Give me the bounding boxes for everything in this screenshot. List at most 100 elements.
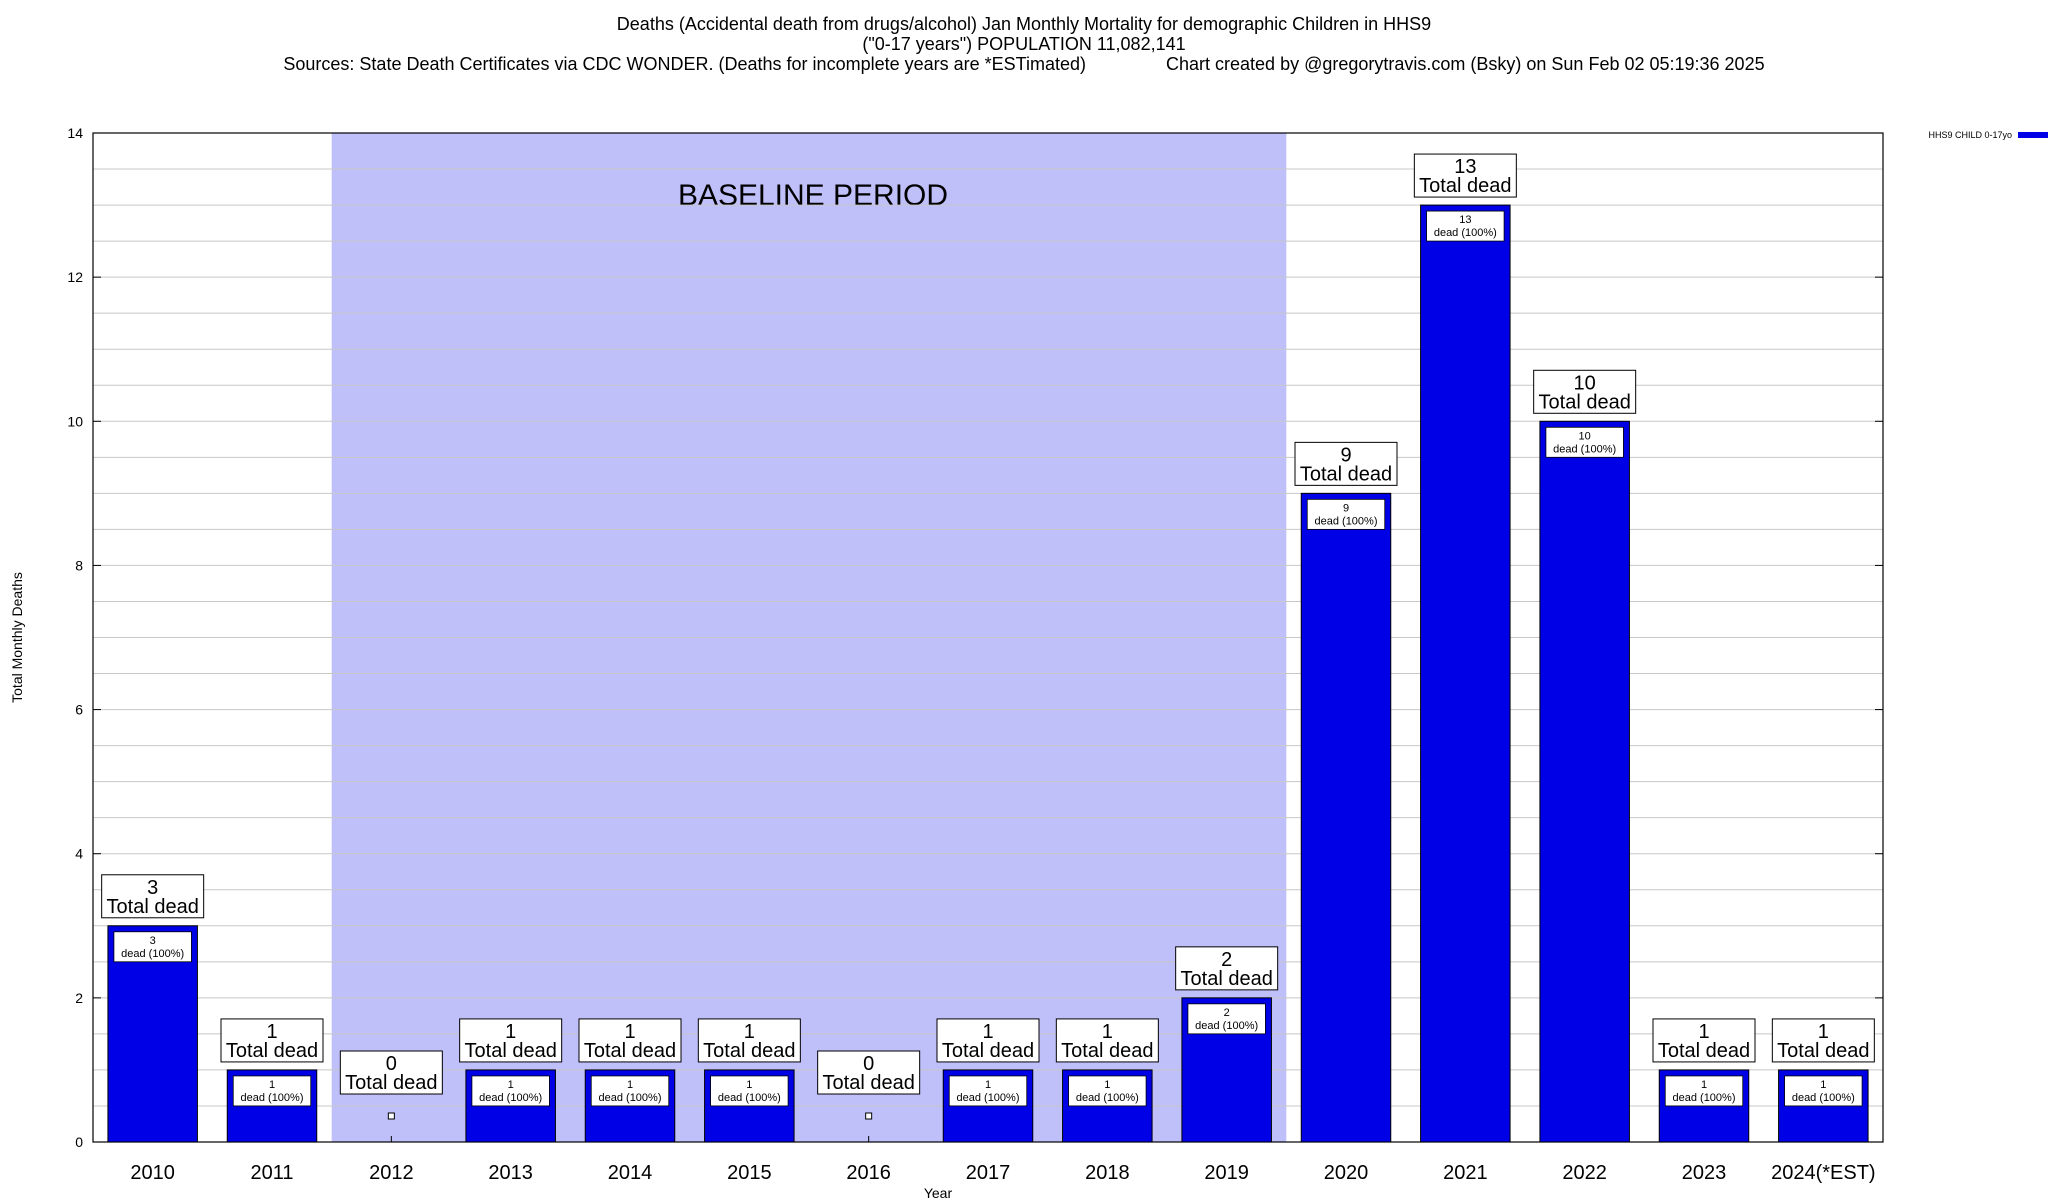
bar-inner-label-box xyxy=(1426,210,1505,242)
bar-total-label-box xyxy=(1055,1018,1159,1063)
bar-total-label-box xyxy=(220,1018,324,1063)
bar-inner-label-box xyxy=(1784,1075,1863,1107)
bar-inner-value: 3 xyxy=(150,935,156,947)
x-tick-label: 2015 xyxy=(727,1162,772,1184)
bar-total-value: 1 xyxy=(982,1021,993,1043)
y-tick-label: 0 xyxy=(75,1134,83,1150)
y-tick-label: 10 xyxy=(67,413,83,429)
bar-total-label: Total dead xyxy=(1061,1040,1153,1062)
bar-inner-label-box xyxy=(113,931,192,963)
bar-total-value: 1 xyxy=(1698,1021,1709,1043)
y-tick-label: 12 xyxy=(67,269,83,285)
bar-total-label-box xyxy=(1533,369,1637,414)
bar-inner-value: 10 xyxy=(1579,430,1591,442)
bar-inner-value: 1 xyxy=(1104,1079,1110,1091)
bar-total-label-box xyxy=(817,1050,921,1095)
y-tick-label: 4 xyxy=(75,846,83,862)
bar-total-label-box xyxy=(459,1018,563,1063)
bar-total-label-box xyxy=(339,1050,443,1095)
bar-total-label-box xyxy=(1175,946,1279,991)
bar-total-label-box xyxy=(936,1018,1040,1063)
y-tick-label: 2 xyxy=(75,990,83,1006)
bar-inner-value: 1 xyxy=(1701,1079,1707,1091)
bar-inner-label: dead (100%) xyxy=(1195,1020,1258,1032)
bar-inner-label-box xyxy=(590,1075,670,1107)
bar xyxy=(1300,492,1392,1143)
bar-inner-value: 13 xyxy=(1459,214,1471,226)
bar-total-label: Total dead xyxy=(703,1040,795,1062)
bar-total-label: Total dead xyxy=(1658,1040,1750,1062)
bar-inner-label-box xyxy=(1545,426,1624,458)
x-axis-title: Year xyxy=(924,1185,953,1200)
chart-header: Deaths (Accidental death from drugs/alco… xyxy=(0,14,2048,74)
chart-title: Deaths (Accidental death from drugs/alco… xyxy=(616,14,1432,34)
bar-inner-label: dead (100%) xyxy=(121,948,184,960)
bar-inner-value: 2 xyxy=(1224,1007,1230,1019)
zero-point-marker xyxy=(387,1112,395,1120)
bar-inner-label-box xyxy=(1187,1003,1266,1035)
bar-total-label-box xyxy=(101,874,205,919)
bar-total-value: 1 xyxy=(1818,1021,1829,1043)
legend-label: HHS9 CHILD 0-17yo xyxy=(1928,130,2012,140)
bar-total-value: 3 xyxy=(147,877,158,899)
bar-total-value: 1 xyxy=(744,1021,755,1043)
bar-total-label-box xyxy=(697,1018,801,1063)
bar-inner-label-box xyxy=(1068,1075,1147,1107)
x-tick-label: 2010 xyxy=(130,1162,175,1184)
x-tick-label: 2016 xyxy=(846,1162,891,1184)
y-tick-label: 14 xyxy=(67,125,83,141)
baseline-period-label: BASELINE PERIOD xyxy=(678,179,948,212)
bar-total-value: 10 xyxy=(1574,372,1596,394)
bar xyxy=(1539,420,1630,1143)
bar-total-label: Total dead xyxy=(107,896,199,918)
bar-total-value: 13 xyxy=(1454,156,1476,178)
bar-total-label: Total dead xyxy=(1300,463,1392,485)
bar-inner-label: dead (100%) xyxy=(1792,1092,1855,1104)
bar-inner-value: 1 xyxy=(1820,1079,1826,1091)
bar-total-label: Total dead xyxy=(1777,1040,1869,1062)
x-tick-label: 2021 xyxy=(1443,1162,1488,1184)
x-tick-label: 2022 xyxy=(1562,1162,1607,1184)
x-tick-label: 2024(*EST) xyxy=(1771,1162,1876,1184)
bar-total-value: 0 xyxy=(386,1053,397,1075)
bar-inner-label-box xyxy=(1664,1075,1744,1107)
bar-inner-value: 1 xyxy=(508,1079,514,1091)
bar-inner-label: dead (100%) xyxy=(1434,227,1497,239)
bar-total-value: 1 xyxy=(624,1021,635,1043)
bar-total-value: 1 xyxy=(1102,1021,1113,1043)
x-tick-label: 2019 xyxy=(1204,1162,1249,1184)
chart-subtitle: ("0-17 years") POPULATION 11,082,141 xyxy=(862,34,1186,54)
bar-total-value: 0 xyxy=(863,1053,874,1075)
bar-total-label: Total dead xyxy=(1539,391,1631,413)
bar-inner-label-box xyxy=(471,1075,550,1107)
bar-total-label: Total dead xyxy=(584,1040,676,1062)
bar-inner-value: 1 xyxy=(746,1079,752,1091)
zero-point-marker xyxy=(865,1112,873,1120)
y-tick-label: 8 xyxy=(75,557,83,573)
bar-inner-label: dead (100%) xyxy=(1673,1092,1736,1104)
x-tick-label: 2020 xyxy=(1324,1162,1369,1184)
bar-inner-value: 1 xyxy=(985,1079,991,1091)
x-tick-label: 2013 xyxy=(488,1162,533,1184)
bar-inner-label-box xyxy=(232,1075,312,1107)
bar-inner-label: dead (100%) xyxy=(957,1092,1020,1104)
bar-total-value: 9 xyxy=(1340,444,1351,466)
bar xyxy=(1420,204,1511,1143)
chart-source-line: Sources: State Death Certificates via CD… xyxy=(283,54,1765,74)
bar-inner-label: dead (100%) xyxy=(599,1092,662,1104)
x-tick-label: 2018 xyxy=(1085,1162,1130,1184)
bar-total-label: Total dead xyxy=(465,1040,557,1062)
bar-total-value: 2 xyxy=(1221,949,1232,971)
y-axis-title: Total Monthly Deaths xyxy=(9,572,25,703)
bar-inner-label-box xyxy=(710,1075,789,1107)
bar-total-label: Total dead xyxy=(942,1040,1034,1062)
bar-total-label-box xyxy=(1771,1018,1875,1063)
bar-inner-label: dead (100%) xyxy=(241,1092,304,1104)
bar-total-label-box xyxy=(578,1018,682,1063)
bar-inner-label: dead (100%) xyxy=(718,1092,781,1104)
bar-inner-value: 9 xyxy=(1343,502,1349,514)
legend-swatch xyxy=(2018,132,2048,138)
bar-total-label: Total dead xyxy=(226,1040,318,1062)
x-tick-label: 2012 xyxy=(369,1162,414,1184)
bar-inner-label: dead (100%) xyxy=(1076,1092,1139,1104)
